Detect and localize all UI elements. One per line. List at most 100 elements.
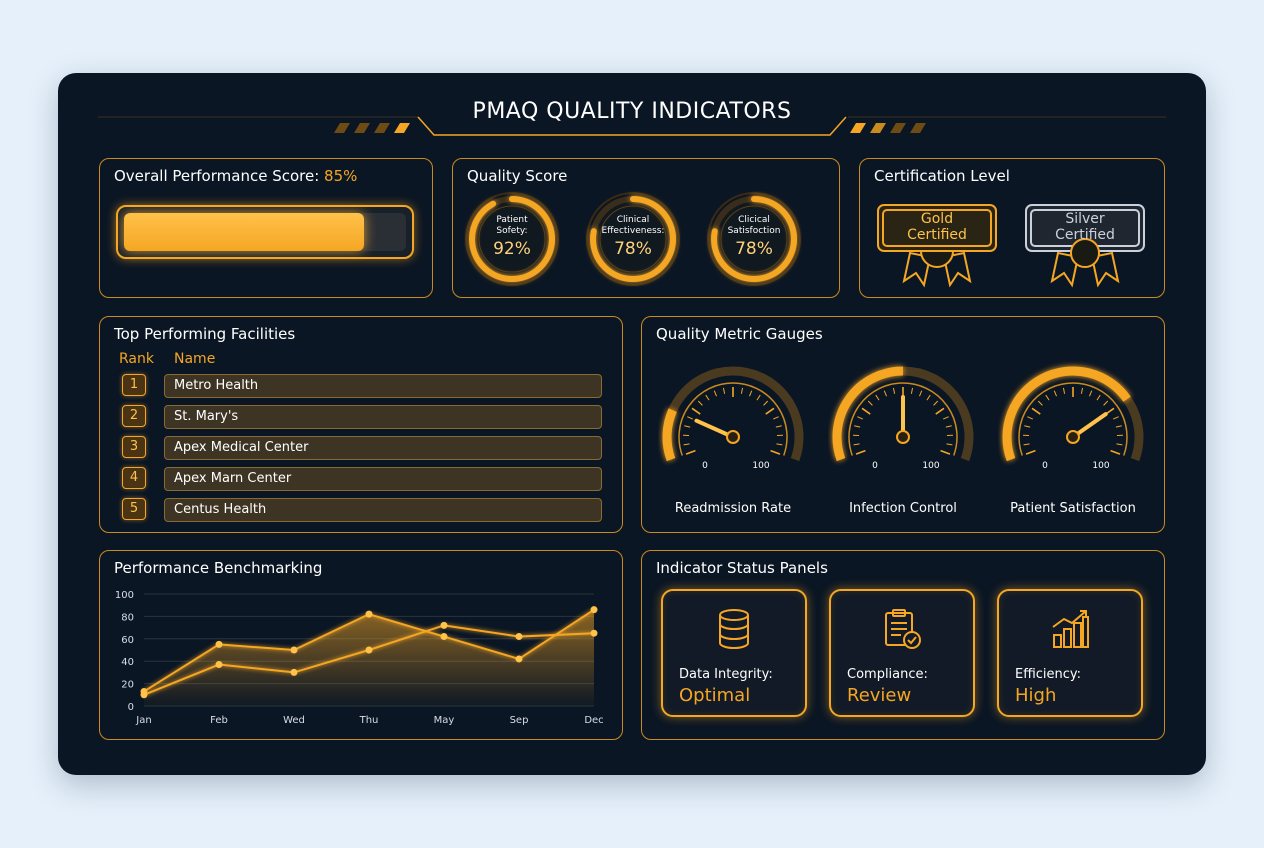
gauge-tick [1080,387,1084,394]
gauge-tick [1037,400,1043,406]
x-tick-label: May [434,715,455,726]
gauge-tick [1110,449,1121,455]
gauge-label: Readmission Rate [674,501,792,516]
x-tick-label: Jan [135,715,151,726]
gauges-title: Quality Metric Gauges [656,325,823,343]
gauge-tick [1089,390,1093,397]
gauge-hub [1066,430,1080,444]
gauge-tick [1024,425,1031,428]
gauge-tick [740,387,744,394]
gauge-tick [756,394,761,401]
ring-label-line2: Effectiveness: [601,226,665,236]
facility-row[interactable]: Apex Marn Center [164,467,602,491]
ribbon-badge-icon [1025,204,1145,288]
name-column-header: Name [174,351,216,367]
data-point [440,633,448,641]
data-point [140,691,148,699]
rank-badge: 2 [122,405,146,427]
gauge-tick [685,449,696,455]
overall-progress-fill [124,213,364,251]
overall-performance-panel: Overall Performance Score: 85% [99,158,433,298]
gauge-tick [1116,443,1123,446]
data-integrity-card[interactable]: Data Integrity: Optimal [661,589,807,717]
ring-inner [599,205,667,273]
gauge-tick [713,390,717,397]
facilities-title: Top Performing Facilities [114,325,296,343]
gauge-tick [772,416,779,420]
facility-row[interactable]: Metro Health [164,374,602,398]
gauge-tick [1062,387,1066,394]
quality-score-title: Quality Score [467,167,568,185]
facilities-panel: Top Performing Facilities Rank Name 1 Me… [99,316,623,533]
badge-line2: Certified [907,227,967,243]
ring-outer [465,192,559,286]
rank-badge: 5 [122,498,146,520]
gauge-tick [853,443,860,446]
title-decoration [98,116,1166,136]
data-point [515,633,523,641]
rank-column-header: Rank [119,351,154,367]
gauge-tick [1045,394,1050,401]
patient-satisfaction-gauge: 0 100 Patient Satisfaction [998,357,1148,516]
gauge-hub [726,430,740,444]
gauge-hub [896,430,910,444]
status-value: Optimal [679,685,751,706]
badge-line1: Silver [1065,211,1105,227]
infection-control-gauge: 0 100 Infection Control [828,357,978,516]
gauge-max-label: 100 [752,461,769,471]
gauge-tick [883,390,887,397]
gauge-value-arc [662,408,677,462]
status-value: High [1015,685,1057,706]
gauge-tick [935,407,945,415]
ring-value: 78% [614,239,652,259]
compliance-card[interactable]: Compliance: Review [829,589,975,717]
y-tick-label: 40 [121,657,134,668]
x-tick-label: Sep [510,715,529,726]
readmission-rate-gauge: 0 100 Readmission Rate [658,357,808,516]
gauge-tick [1031,407,1041,415]
x-tick-label: Dec [584,715,603,726]
ring-value: 92% [493,239,531,259]
gauge-tick [910,387,914,394]
ribbon-badge-icon [877,204,997,288]
dashboard-frame: PMAQ QUALITY INDICATORS Overall Performa… [58,73,1206,775]
y-tick-label: 20 [121,680,134,691]
bar-chart-up-icon [1052,610,1089,648]
status-label: Compliance: [847,667,928,682]
clinical-satisfaction-ring: Clicical Satisfoction 78% [706,191,802,287]
patient-safety-ring: Patient Sofety: 92% [464,191,560,287]
clinical-effectiveness-ring: Clinical Effectiveness: 78% [585,191,681,287]
y-tick-label: 60 [121,635,134,646]
gauge-tick [1096,394,1101,401]
gauge-tick [691,407,701,415]
gauge-value-arc [832,366,904,462]
gauge-inner-ring [678,382,788,456]
data-point [215,661,223,669]
gauge-tick [1103,400,1109,406]
facility-row[interactable]: St. Mary's [164,405,602,429]
gauge-inner-ring [848,382,958,456]
facility-row[interactable]: Apex Medical Center [164,436,602,460]
ring-label-line2: Satisfoction [727,226,781,236]
gauge-tick [684,425,691,428]
gauge-tick [722,387,726,394]
efficiency-card[interactable]: Efficiency: High [997,589,1143,717]
overall-progress-bar [116,205,414,259]
overall-performance-value: 85% [324,167,358,185]
gauge-tick [776,443,783,446]
gauge-tick [861,407,871,415]
certification-panel: Certification Level Gold Certified [859,158,1165,298]
facility-row[interactable]: Centus Health [164,498,602,522]
badge-line2: Certified [1055,227,1115,243]
gauge-min-label: 0 [1042,461,1048,471]
gauge-tick [855,449,866,455]
gauge-tick [705,394,710,401]
benchmark-panel: Performance Benchmarking 0 20 40 60 80 100 Jan… [99,550,623,740]
gauge-tick [775,425,782,428]
data-point [365,610,373,618]
status-panels-panel: Indicator Status Panels Data Integrity: … [641,550,1165,740]
gauge-tick [1025,449,1036,455]
benchmark-line-chart: 0 20 40 60 80 100 Jan Feb Wed Thu May Sep Dec [115,590,604,726]
gauge-tick [857,416,864,420]
gauge-tick [687,416,694,420]
